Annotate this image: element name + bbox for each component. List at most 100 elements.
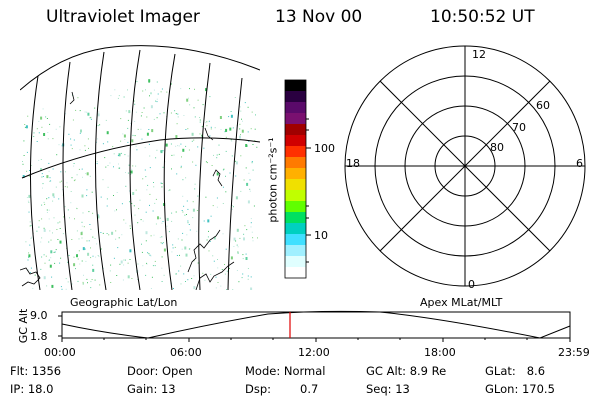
emission-speckle xyxy=(98,256,100,257)
mlt-diagonal xyxy=(379,80,551,252)
xtick-2359: 23:59 xyxy=(558,346,590,359)
emission-speckle xyxy=(189,88,190,90)
emission-speckle xyxy=(151,276,153,278)
meridian xyxy=(163,53,176,290)
meridian xyxy=(129,49,141,290)
mode-readout: Mode: Normal xyxy=(245,364,326,378)
x-ticks xyxy=(61,338,571,342)
emission-speckle xyxy=(40,116,43,120)
coastline xyxy=(212,169,223,187)
emission-speckle xyxy=(61,180,62,182)
emission-speckle xyxy=(211,165,213,166)
emission-speckle xyxy=(73,180,75,182)
emission-speckle xyxy=(27,269,29,271)
emission-speckle xyxy=(177,238,179,240)
emission-speckle xyxy=(109,270,111,272)
emission-speckle xyxy=(191,140,193,142)
emission-speckle xyxy=(88,147,89,149)
emission-speckle xyxy=(149,95,150,97)
emission-speckle xyxy=(52,168,54,170)
emission-speckle xyxy=(225,150,227,152)
emission-speckle xyxy=(81,194,84,198)
dsp-label: Dsp: xyxy=(245,382,272,396)
colorbar-swatch xyxy=(285,91,306,103)
emission-speckle xyxy=(95,256,97,258)
emission-speckle xyxy=(140,128,142,130)
emission-speckle xyxy=(142,178,144,180)
emission-speckle xyxy=(74,179,76,181)
emission-speckle xyxy=(171,83,172,85)
emission-speckle xyxy=(84,145,86,147)
emission-speckle xyxy=(46,175,49,179)
emission-speckle xyxy=(70,138,72,140)
emission-speckle xyxy=(199,121,201,123)
emission-speckle xyxy=(171,251,173,253)
emission-speckle xyxy=(235,240,237,242)
emission-speckle xyxy=(141,138,143,140)
emission-speckle xyxy=(146,116,148,118)
emission-speckle xyxy=(114,210,116,212)
colorbar-unit-label: photon cm⁻²s⁻¹ xyxy=(266,137,280,223)
emission-speckle xyxy=(100,248,102,250)
xtick-0600: 06:00 xyxy=(170,346,202,359)
emission-speckle xyxy=(251,161,253,162)
emission-speckle xyxy=(32,287,34,289)
emission-speckle xyxy=(247,275,249,277)
emission-speckle xyxy=(142,90,144,92)
emission-speckle xyxy=(148,253,150,255)
emission-speckle xyxy=(26,151,28,153)
emission-speckle xyxy=(205,161,207,163)
emission-speckle xyxy=(115,238,117,240)
emission-speckle xyxy=(114,89,116,91)
emission-speckle xyxy=(131,278,133,279)
emission-speckle xyxy=(253,205,255,207)
emission-speckle xyxy=(30,267,32,269)
emission-speckle xyxy=(245,167,247,169)
emission-speckle xyxy=(213,260,215,262)
emission-speckle xyxy=(222,233,224,235)
emission-speckle xyxy=(170,112,172,114)
emission-speckle xyxy=(185,145,187,147)
emission-speckle xyxy=(207,162,208,164)
emission-speckle xyxy=(49,264,52,268)
emission-speckle xyxy=(79,263,81,265)
emission-speckle xyxy=(36,128,38,130)
emission-speckle xyxy=(55,249,57,251)
emission-speckle xyxy=(116,275,118,276)
emission-speckle xyxy=(209,241,211,242)
emission-speckle xyxy=(161,236,163,238)
emission-speckle xyxy=(212,175,214,177)
emission-speckle xyxy=(90,257,92,259)
emission-speckle xyxy=(90,118,92,120)
emission-speckle xyxy=(46,212,48,213)
emission-speckle xyxy=(242,273,244,275)
emission-speckle xyxy=(204,279,206,281)
mlat-label-70: 70 xyxy=(512,121,526,134)
emission-speckle xyxy=(92,236,94,238)
emission-speckle xyxy=(56,154,58,156)
emission-speckle xyxy=(75,109,77,111)
colorbar xyxy=(285,80,306,279)
emission-speckle xyxy=(155,100,157,102)
emission-speckle xyxy=(161,243,163,245)
emission-speckle xyxy=(40,159,42,160)
emission-speckle xyxy=(181,156,182,158)
emission-speckle xyxy=(213,154,214,156)
emission-speckle xyxy=(124,154,126,156)
emission-speckle xyxy=(199,117,201,118)
emission-speckle xyxy=(96,243,98,245)
emission-speckle xyxy=(81,168,83,170)
emission-speckle xyxy=(149,155,151,157)
emission-speckle xyxy=(148,81,150,83)
emission-speckle xyxy=(145,274,147,276)
emission-speckle xyxy=(128,164,130,166)
emission-speckle xyxy=(216,154,218,156)
emission-speckle xyxy=(182,211,184,213)
emission-speckle xyxy=(249,179,251,181)
meridian xyxy=(95,51,107,290)
emission-speckle xyxy=(161,88,163,90)
emission-speckle xyxy=(135,165,137,167)
altitude-ytick-1-8: 1.8 xyxy=(30,330,48,343)
emission-speckle xyxy=(48,162,50,164)
